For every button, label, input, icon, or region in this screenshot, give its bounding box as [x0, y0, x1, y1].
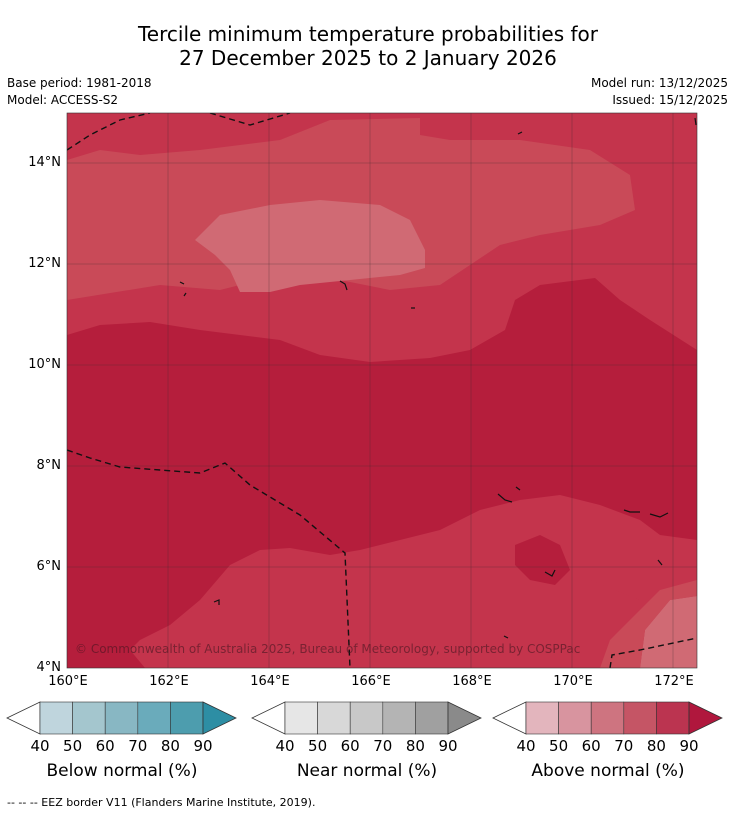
below-swatch — [104, 701, 139, 735]
below-normal-colorbar — [6, 701, 237, 735]
model-name: Model: ACCESS-S2 — [7, 93, 119, 107]
colorbar-tick: 80 — [160, 737, 180, 755]
lon-label: 160°E — [48, 674, 88, 689]
colorbar-tick: 60 — [340, 737, 360, 755]
colorbar-tick: 50 — [549, 737, 569, 755]
below-swatch — [137, 701, 171, 735]
colorbar-tick: 70 — [373, 737, 393, 755]
below-swatch — [170, 701, 204, 735]
colorbar-tick: 60 — [95, 737, 115, 755]
above-swatches — [525, 701, 690, 735]
above-swatch — [656, 701, 690, 735]
near-low-arrow — [251, 701, 286, 735]
above-normal-colorbar — [492, 701, 723, 735]
near-swatch — [349, 701, 384, 735]
colorbar-tick: 60 — [581, 737, 601, 755]
gridlines — [67, 113, 697, 668]
map-title: Tercile minimum temperature probabilitie… — [0, 22, 736, 70]
region-above-70-se — [600, 580, 697, 668]
model-run: Model run: 13/12/2025 — [590, 76, 728, 90]
lat-label: 10°N — [28, 357, 61, 372]
below-high-arrow — [202, 701, 237, 735]
colorbar-tick: 50 — [63, 737, 83, 755]
near-normal-colorbar — [251, 701, 482, 735]
title-line-1: Tercile minimum temperature probabilitie… — [137, 22, 599, 46]
colorbar-tick: 90 — [679, 737, 699, 755]
lat-label: 8°N — [36, 458, 62, 473]
map-frame — [66, 112, 698, 669]
lat-label: 12°N — [28, 256, 61, 271]
region-above-90-island — [515, 535, 570, 585]
lat-label: 6°N — [36, 559, 62, 574]
colorbar-tick: 80 — [405, 737, 425, 755]
lon-label: 170°E — [553, 674, 593, 689]
near-high-arrow — [447, 701, 482, 735]
region-above-90-sw — [67, 640, 145, 668]
near-swatch — [284, 701, 318, 735]
colorbar-tick: 40 — [516, 737, 536, 755]
below-low-arrow — [6, 701, 41, 735]
lat-label: 4°N — [36, 660, 62, 675]
colorbar-tick: 90 — [193, 737, 213, 755]
colorbar-tick: 40 — [275, 737, 295, 755]
colorbar-tick: 80 — [646, 737, 666, 755]
above-swatch — [623, 701, 657, 735]
above-normal-label: Above normal (%) — [531, 761, 685, 781]
near-swatches — [284, 701, 449, 735]
eez-footnote: -- -- -- EEZ border V11 (Flanders Marine… — [7, 796, 316, 809]
region-above-60-se — [640, 596, 697, 668]
meta-right: Model run: 13/12/2025 Issued: 15/12/2025 — [591, 75, 728, 109]
colorbar-tick: 50 — [308, 737, 328, 755]
lon-label: 164°E — [250, 674, 290, 689]
above-swatch — [558, 701, 592, 735]
region-above-90-core — [67, 278, 697, 668]
lat-label: 14°N — [28, 155, 61, 170]
below-swatch — [39, 701, 73, 735]
near-swatch — [317, 701, 351, 735]
islands — [179, 117, 697, 639]
colorbar-tick: 40 — [30, 737, 50, 755]
region-above-60 — [195, 200, 425, 292]
lon-label: 166°E — [351, 674, 391, 689]
above-swatch — [590, 701, 625, 735]
probability-map — [66, 112, 698, 669]
title-line-2: 27 December 2025 to 2 January 2026 — [179, 46, 557, 70]
colorbar-tick: 70 — [128, 737, 148, 755]
above-high-arrow — [688, 701, 723, 735]
below-normal-label: Below normal (%) — [46, 761, 198, 781]
below-swatches — [39, 701, 204, 735]
base-period: Base period: 1981-2018 — [7, 76, 152, 90]
near-normal-label: Near normal (%) — [296, 761, 438, 781]
colorbar-tick: 90 — [438, 737, 458, 755]
colorbar-tick: 70 — [614, 737, 634, 755]
below-swatch — [72, 701, 106, 735]
near-swatch — [382, 701, 416, 735]
above-swatch — [525, 701, 559, 735]
lon-label: 162°E — [149, 674, 189, 689]
meta-left: Base period: 1981-2018 Model: ACCESS-S2 — [7, 75, 152, 109]
near-swatch — [415, 701, 449, 735]
copyright-text: © Commonwealth of Australia 2025, Bureau… — [75, 642, 581, 656]
map-fill-regions — [67, 113, 697, 668]
issued-date: Issued: 15/12/2025 — [612, 93, 728, 107]
lon-label: 172°E — [654, 674, 694, 689]
eez-borders — [67, 113, 697, 668]
above-low-arrow — [492, 701, 527, 735]
lon-label: 168°E — [452, 674, 492, 689]
